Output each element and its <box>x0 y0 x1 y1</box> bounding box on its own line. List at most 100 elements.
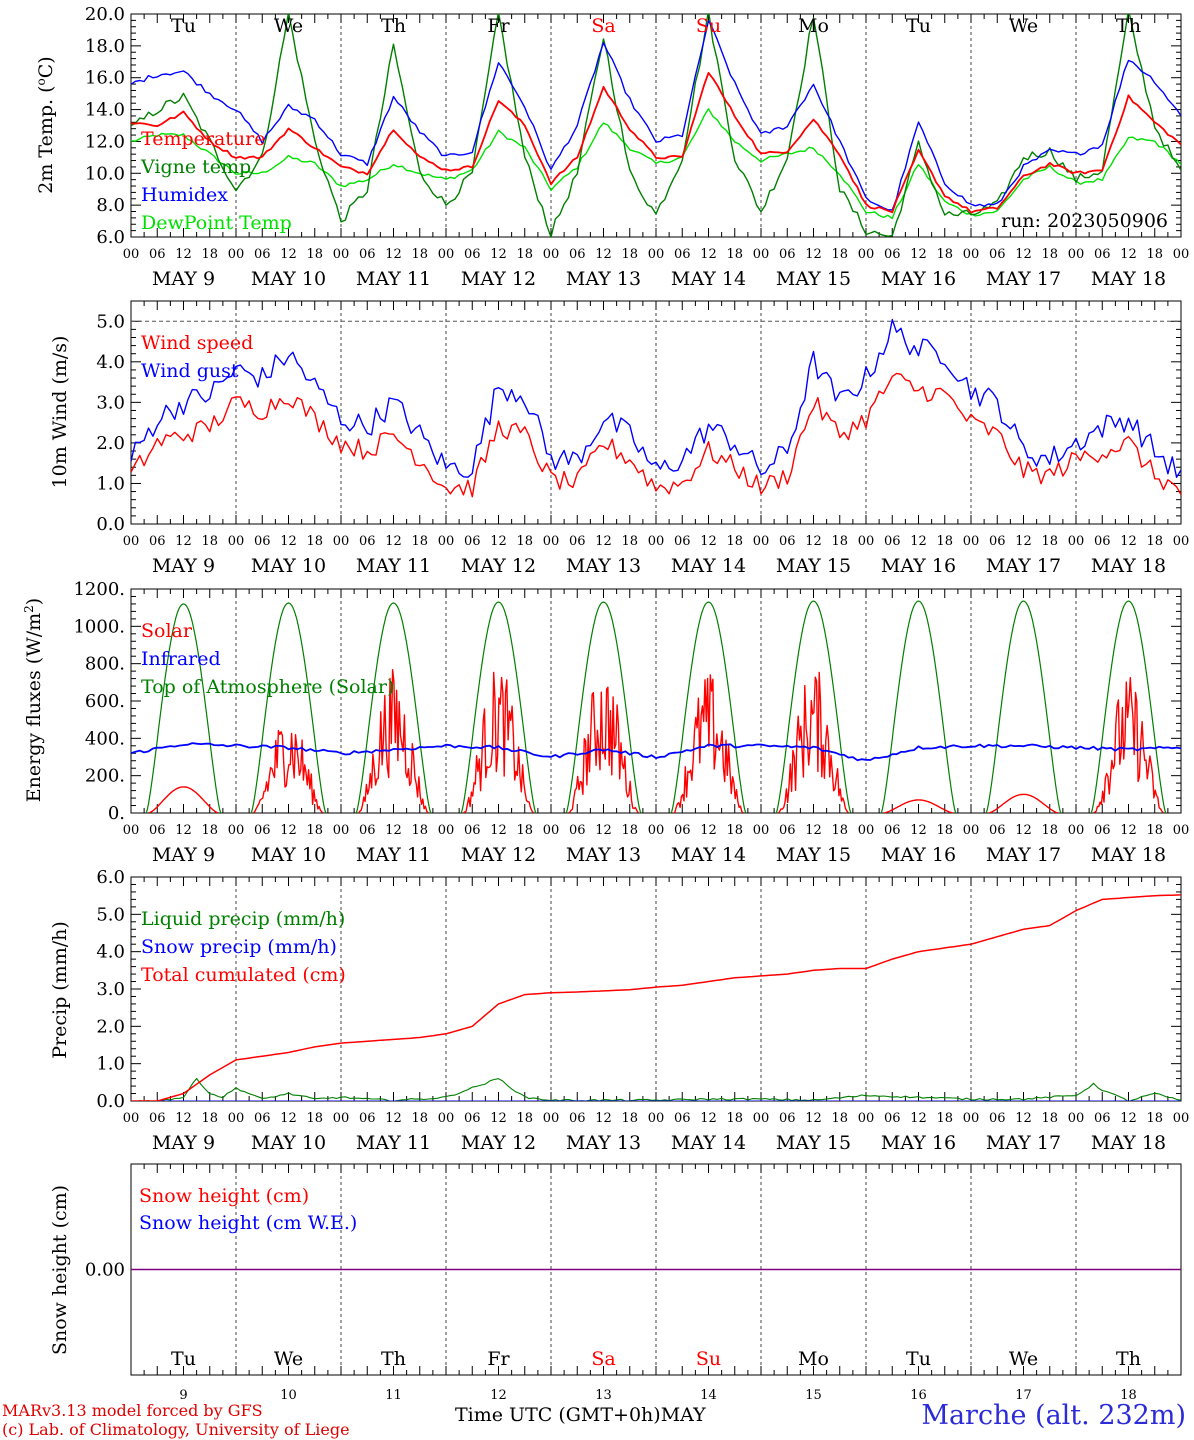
text-layer: 6.08.010.012.014.016.018.020.02m Temp. (… <box>22 4 1189 1403</box>
y-tick-label: 0.0 <box>96 514 125 535</box>
y-tick-label: 18.0 <box>85 36 125 57</box>
hour-label: 06 <box>1094 247 1111 262</box>
hour-label: 06 <box>149 534 166 549</box>
solar-curve <box>1093 677 1164 813</box>
hour-label: 12 <box>595 1111 612 1126</box>
hour-label: 12 <box>910 1111 927 1126</box>
hour-label: 18 <box>1146 1111 1163 1126</box>
hour-label: 00 <box>333 534 350 549</box>
y-tick-label: 1.0 <box>96 473 125 494</box>
hour-label: 18 <box>936 534 953 549</box>
y-tick-label: 800. <box>85 654 125 675</box>
date-label: MAY 9 <box>152 268 215 290</box>
weekday-label: We <box>1009 15 1038 37</box>
legend-entry: Top of Atmosphere (Solar) <box>141 676 394 698</box>
panel-frame-energy <box>130 588 1182 814</box>
weekday-label: Tu <box>906 15 931 37</box>
hour-label: 00 <box>228 247 245 262</box>
hour-label: 12 <box>175 823 192 838</box>
date-label: MAY 13 <box>566 555 641 577</box>
hour-label: 06 <box>569 534 586 549</box>
hour-label: 18 <box>831 534 848 549</box>
hour-label: 12 <box>1015 1111 1032 1126</box>
date-label: MAY 14 <box>671 555 746 577</box>
hour-label: 00 <box>753 534 770 549</box>
weekday-label: Sa <box>591 15 615 37</box>
hour-label: 18 <box>1041 1111 1058 1126</box>
hour-label: 00 <box>543 1111 560 1126</box>
hour-label: 06 <box>359 247 376 262</box>
month-label: MAY <box>660 1404 706 1426</box>
weekday-label: Th <box>381 1348 406 1370</box>
date-label: MAY 9 <box>152 555 215 577</box>
hour-label: 00 <box>858 534 875 549</box>
hour-label: 12 <box>280 534 297 549</box>
day-number: 18 <box>1120 1388 1137 1403</box>
date-label: MAY 16 <box>881 1132 956 1154</box>
legend-entry: Vigne temp <box>140 156 251 178</box>
hour-label: 18 <box>411 1111 428 1126</box>
hour-label: 12 <box>385 247 402 262</box>
hour-label: 06 <box>149 1111 166 1126</box>
hour-label: 12 <box>910 534 927 549</box>
hour-label: 18 <box>621 534 638 549</box>
toa-solar-curve <box>355 602 432 813</box>
day-number: 17 <box>1015 1388 1032 1403</box>
hour-label: 06 <box>569 1111 586 1126</box>
y-tick-label: 0.0 <box>96 1091 125 1112</box>
y-tick-label: 200. <box>85 766 125 787</box>
day-number: 9 <box>179 1388 187 1403</box>
weekday-label: Tu <box>906 1348 931 1370</box>
hour-label: 06 <box>254 823 271 838</box>
hour-label: 06 <box>779 247 796 262</box>
date-label: MAY 17 <box>986 844 1061 866</box>
hour-label: 12 <box>280 247 297 262</box>
hour-label: 06 <box>884 247 901 262</box>
hour-label: 18 <box>411 534 428 549</box>
hour-label: 06 <box>254 1111 271 1126</box>
hour-label: 06 <box>989 534 1006 549</box>
day-number: 10 <box>280 1388 297 1403</box>
hour-label: 12 <box>805 823 822 838</box>
hour-label: 00 <box>963 534 980 549</box>
legend-entry: Infrared <box>141 648 221 670</box>
day-number: 13 <box>595 1388 612 1403</box>
hour-label: 00 <box>1173 1111 1190 1126</box>
y-tick-label: 0. <box>108 803 125 824</box>
hour-label: 06 <box>884 1111 901 1126</box>
hour-label: 00 <box>1068 823 1085 838</box>
toa-solar-curve <box>460 601 537 813</box>
legend-entry: Total cumulated (cm) <box>141 964 346 986</box>
date-label: MAY 16 <box>881 268 956 290</box>
toa-solar-curve <box>565 601 642 813</box>
weekday-label: Mo <box>798 1348 829 1370</box>
hour-label: 00 <box>543 247 560 262</box>
hour-label: 00 <box>858 247 875 262</box>
date-label: MAY 10 <box>251 268 326 290</box>
y-tick-label: 12.0 <box>85 131 125 152</box>
hour-label: 18 <box>621 823 638 838</box>
hour-label: 00 <box>963 823 980 838</box>
hour-label: 06 <box>569 823 586 838</box>
hour-label: 00 <box>858 1111 875 1126</box>
date-label: MAY 10 <box>251 844 326 866</box>
hour-label: 12 <box>910 247 927 262</box>
model-credit-line: MARv3.13 model forced by GFS <box>2 1401 263 1420</box>
date-label: MAY 17 <box>986 268 1061 290</box>
legend-entry: Snow height (cm) <box>139 1185 309 1207</box>
day-number: 15 <box>805 1388 822 1403</box>
hour-label: 12 <box>175 534 192 549</box>
hour-label: 18 <box>1041 534 1058 549</box>
hour-label: 00 <box>123 534 140 549</box>
hour-label: 06 <box>674 823 691 838</box>
hour-label: 00 <box>1068 1111 1085 1126</box>
weekday-label: Mo <box>798 15 829 37</box>
hour-label: 00 <box>333 1111 350 1126</box>
hour-label: 12 <box>910 823 927 838</box>
date-label: MAY 18 <box>1091 844 1166 866</box>
date-label: MAY 12 <box>461 844 536 866</box>
legend-entry: Humidex <box>141 184 228 206</box>
weekday-label: We <box>274 1348 303 1370</box>
hour-label: 00 <box>543 823 560 838</box>
hour-label: 12 <box>700 247 717 262</box>
